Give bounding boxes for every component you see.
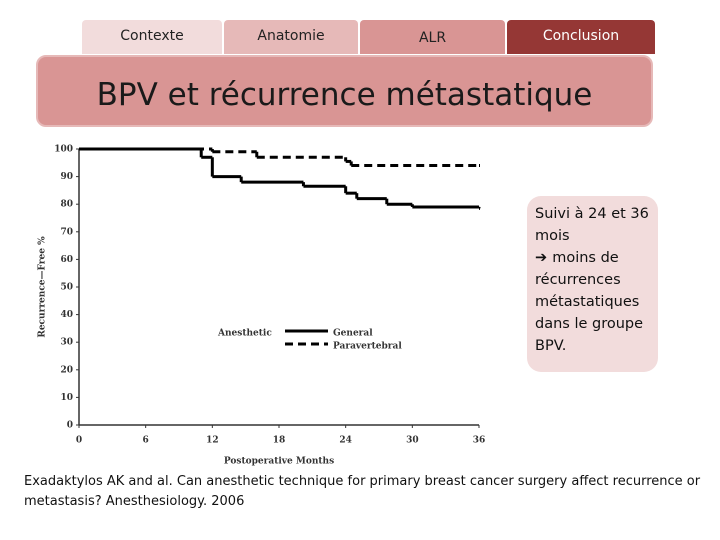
- x-tick-label: 36: [473, 436, 486, 446]
- legend-label: Paravertebral: [333, 342, 402, 352]
- legend-label: General: [333, 329, 373, 339]
- y-tick-label: 20: [60, 365, 73, 375]
- x-tick-label: 18: [273, 436, 286, 446]
- x-tick-label: 0: [76, 436, 82, 446]
- y-tick-label: 0: [67, 421, 73, 431]
- citation: Exadaktylos AK and al. Can anesthetic te…: [24, 474, 701, 509]
- y-axis-label: Recurrence—Free %: [38, 236, 48, 338]
- x-tick-label: 12: [206, 436, 219, 446]
- x-tick-label: 24: [339, 436, 352, 446]
- legend-title: Anesthetic: [217, 329, 272, 339]
- y-tick-label: 70: [60, 227, 73, 237]
- y-tick-label: 90: [60, 172, 73, 182]
- tab[interactable]: ALR: [360, 20, 505, 54]
- tab[interactable]: Contexte: [82, 20, 222, 54]
- note-text: ➔ moins de récurrences métastatiques dan…: [535, 247, 650, 357]
- chart: 0 10 20 30 40 50 60 70 80 90 100 0 6 12 18 24 30 36 Postop…: [38, 145, 486, 467]
- arrow-icon: ➔: [535, 250, 553, 266]
- note-box: Suivi à 24 et 36 mois ➔ moins de récurre…: [527, 196, 658, 372]
- y-tick-label: 60: [60, 255, 73, 265]
- y-tick-label: 30: [60, 338, 73, 348]
- y-tick-label: 10: [60, 393, 73, 403]
- y-tick-label: 100: [54, 145, 73, 155]
- x-tick-label: 30: [406, 436, 419, 446]
- y-tick-label: 80: [60, 200, 73, 210]
- y-tick-label: 40: [60, 310, 73, 320]
- note-text: Suivi à 24 et 36 mois: [535, 206, 649, 244]
- x-tick-label: 6: [143, 436, 149, 446]
- y-tick-label: 50: [60, 283, 73, 293]
- slide-title: BPV et récurrence métastatique: [36, 55, 653, 127]
- tab[interactable]: Conclusion: [507, 20, 655, 54]
- note-text: moins de récurrences métastatiques dans …: [535, 250, 644, 354]
- tab[interactable]: Anatomie: [224, 20, 358, 54]
- x-axis-label: Postoperative Months: [224, 457, 334, 467]
